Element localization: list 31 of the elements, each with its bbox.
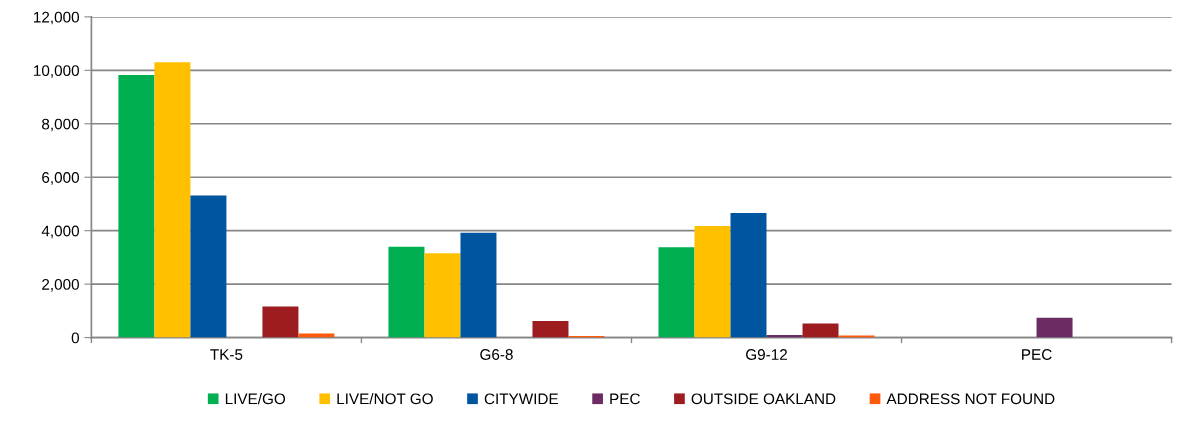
y-tick-label: 2,000 bbox=[42, 279, 79, 292]
bar bbox=[424, 253, 461, 338]
legend-label: ADDRESS NOT FOUND bbox=[886, 393, 1055, 405]
bar bbox=[658, 247, 695, 338]
y-tick-label: 12,000 bbox=[34, 11, 79, 25]
bar bbox=[262, 306, 299, 338]
y-tick-label: 8,000 bbox=[42, 118, 79, 132]
y-tick-label: 10,000 bbox=[34, 65, 79, 78]
legend-label: CITYWIDE bbox=[484, 393, 558, 405]
bar bbox=[1036, 317, 1073, 338]
bar bbox=[388, 246, 425, 338]
bar bbox=[694, 225, 731, 338]
x-tick-label: PEC bbox=[1022, 349, 1052, 360]
y-tick-label: 4,000 bbox=[41, 225, 79, 239]
bar bbox=[532, 321, 569, 338]
x-tick-label: G9-12 bbox=[746, 349, 787, 360]
bar bbox=[460, 232, 497, 338]
bar bbox=[118, 74, 155, 338]
bar bbox=[154, 62, 191, 338]
x-tick-label: TK-5 bbox=[210, 349, 243, 360]
bar bbox=[802, 323, 839, 338]
bar bbox=[838, 335, 875, 338]
bar bbox=[190, 195, 227, 338]
x-tick-label: G6-8 bbox=[480, 349, 513, 360]
legend-label: OUTSIDE OAKLAND bbox=[691, 393, 836, 405]
legend-label: LIVE/NOT GO bbox=[337, 393, 433, 405]
bar bbox=[730, 213, 767, 338]
legend-label: LIVE/GO bbox=[225, 393, 286, 405]
legend-label: PEC bbox=[610, 393, 640, 405]
y-tick-label: 6,000 bbox=[42, 172, 79, 185]
y-tick-label: 0 bbox=[71, 332, 79, 344]
